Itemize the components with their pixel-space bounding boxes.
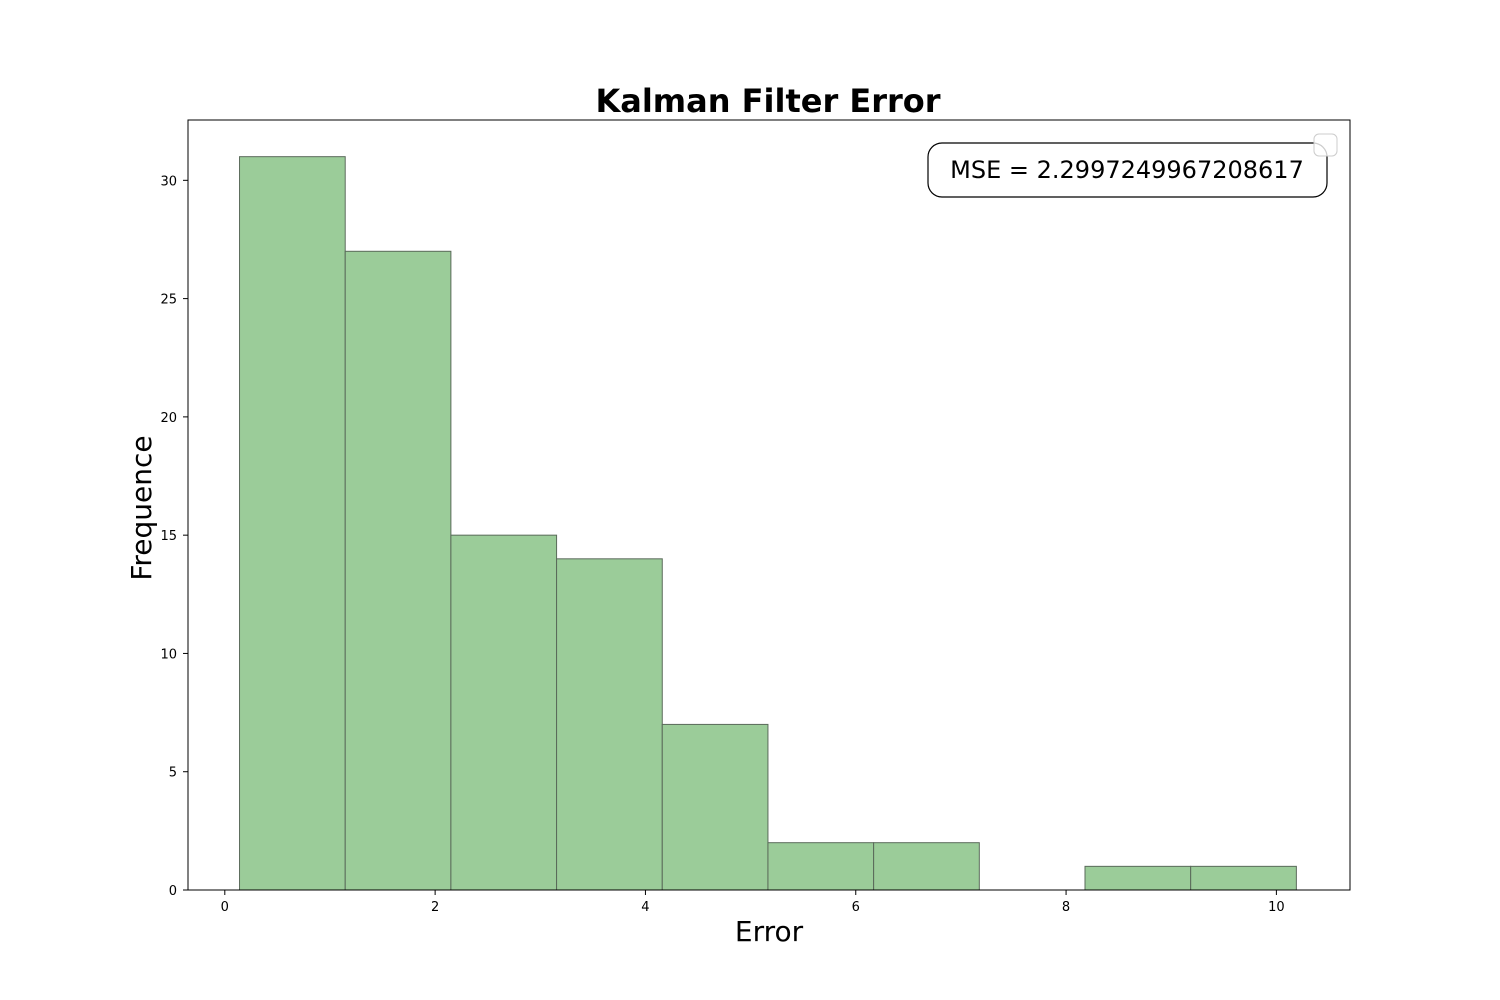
x-tick-label: 0 xyxy=(221,900,229,915)
annotation-text: MSE = 2.2997249967208617 xyxy=(950,156,1304,184)
x-tick-label: 8 xyxy=(1062,900,1070,915)
x-tick-label: 2 xyxy=(431,900,439,915)
y-tick-label: 15 xyxy=(160,529,177,544)
y-tick-label: 30 xyxy=(160,174,177,189)
bars-group xyxy=(239,156,1297,891)
chart-title: Kalman Filter Error xyxy=(595,82,940,120)
x-axis-label: Error xyxy=(735,915,804,948)
histogram-bar xyxy=(767,842,875,891)
x-tick-label: 6 xyxy=(852,900,860,915)
x-tick-label: 4 xyxy=(641,900,649,915)
histogram-bar xyxy=(239,156,346,891)
x-axis-ticks: 0 2 4 6 8 10 xyxy=(221,890,1285,915)
y-tick-label: 20 xyxy=(160,411,177,426)
histogram-bar xyxy=(1084,865,1192,891)
mse-annotation: MSE = 2.2997249967208617 xyxy=(927,142,1328,198)
y-tick-label: 0 xyxy=(169,884,177,899)
y-axis-ticks: 0 5 10 15 20 25 30 xyxy=(160,174,188,899)
histogram-bar xyxy=(873,842,980,891)
empty-legend-box xyxy=(1313,133,1338,157)
y-tick-label: 10 xyxy=(160,647,177,662)
histogram-bar xyxy=(1190,865,1297,891)
histogram-bar xyxy=(661,723,769,891)
y-axis-label: Frequence xyxy=(125,435,158,580)
histogram-bar xyxy=(344,250,452,891)
annotation-box xyxy=(927,142,1328,198)
x-tick-label: 10 xyxy=(1268,900,1285,915)
histogram-bar xyxy=(450,534,558,891)
y-tick-label: 5 xyxy=(169,766,177,781)
y-tick-label: 25 xyxy=(160,293,177,308)
histogram-bar xyxy=(556,558,663,891)
plot-frame xyxy=(187,119,1351,891)
